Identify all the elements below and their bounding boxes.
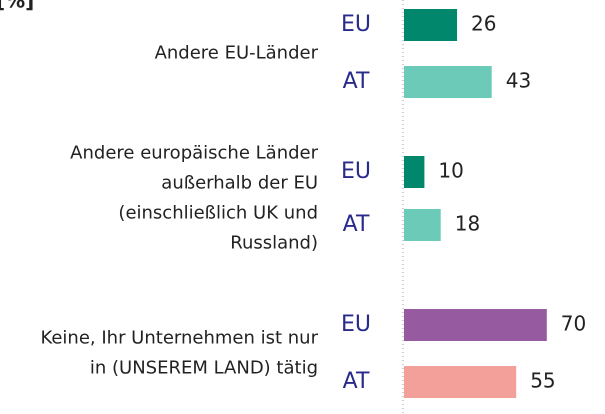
series-label: AT xyxy=(343,212,370,237)
category-label: (einschließlich UK und xyxy=(118,203,318,224)
value-label: 18 xyxy=(455,212,480,236)
value-label: 43 xyxy=(506,69,531,93)
value-label: 55 xyxy=(530,369,555,393)
series-label: EU xyxy=(341,12,371,37)
value-label: 10 xyxy=(438,159,463,183)
bar xyxy=(404,309,547,341)
category-label: Andere europäische Länder xyxy=(70,143,318,164)
unit-label: [%] xyxy=(0,0,34,13)
bar xyxy=(404,9,458,41)
series-label: AT xyxy=(343,369,370,394)
value-label: 70 xyxy=(561,312,586,336)
category-label: in (UNSEREM LAND) tätig xyxy=(90,358,318,379)
category-label: Russland) xyxy=(230,233,318,254)
category-label: Keine, Ihr Unternehmen ist nur xyxy=(40,328,318,349)
category-label: Andere EU-Länder xyxy=(155,43,319,64)
series-label: EU xyxy=(341,312,371,337)
bar xyxy=(404,66,492,98)
bar xyxy=(404,366,517,398)
series-label: AT xyxy=(343,69,370,94)
bar xyxy=(404,209,441,241)
bar xyxy=(404,156,425,188)
series-label: EU xyxy=(341,159,371,184)
category-label: außerhalb der EU xyxy=(161,173,318,194)
value-label: 26 xyxy=(471,12,496,36)
